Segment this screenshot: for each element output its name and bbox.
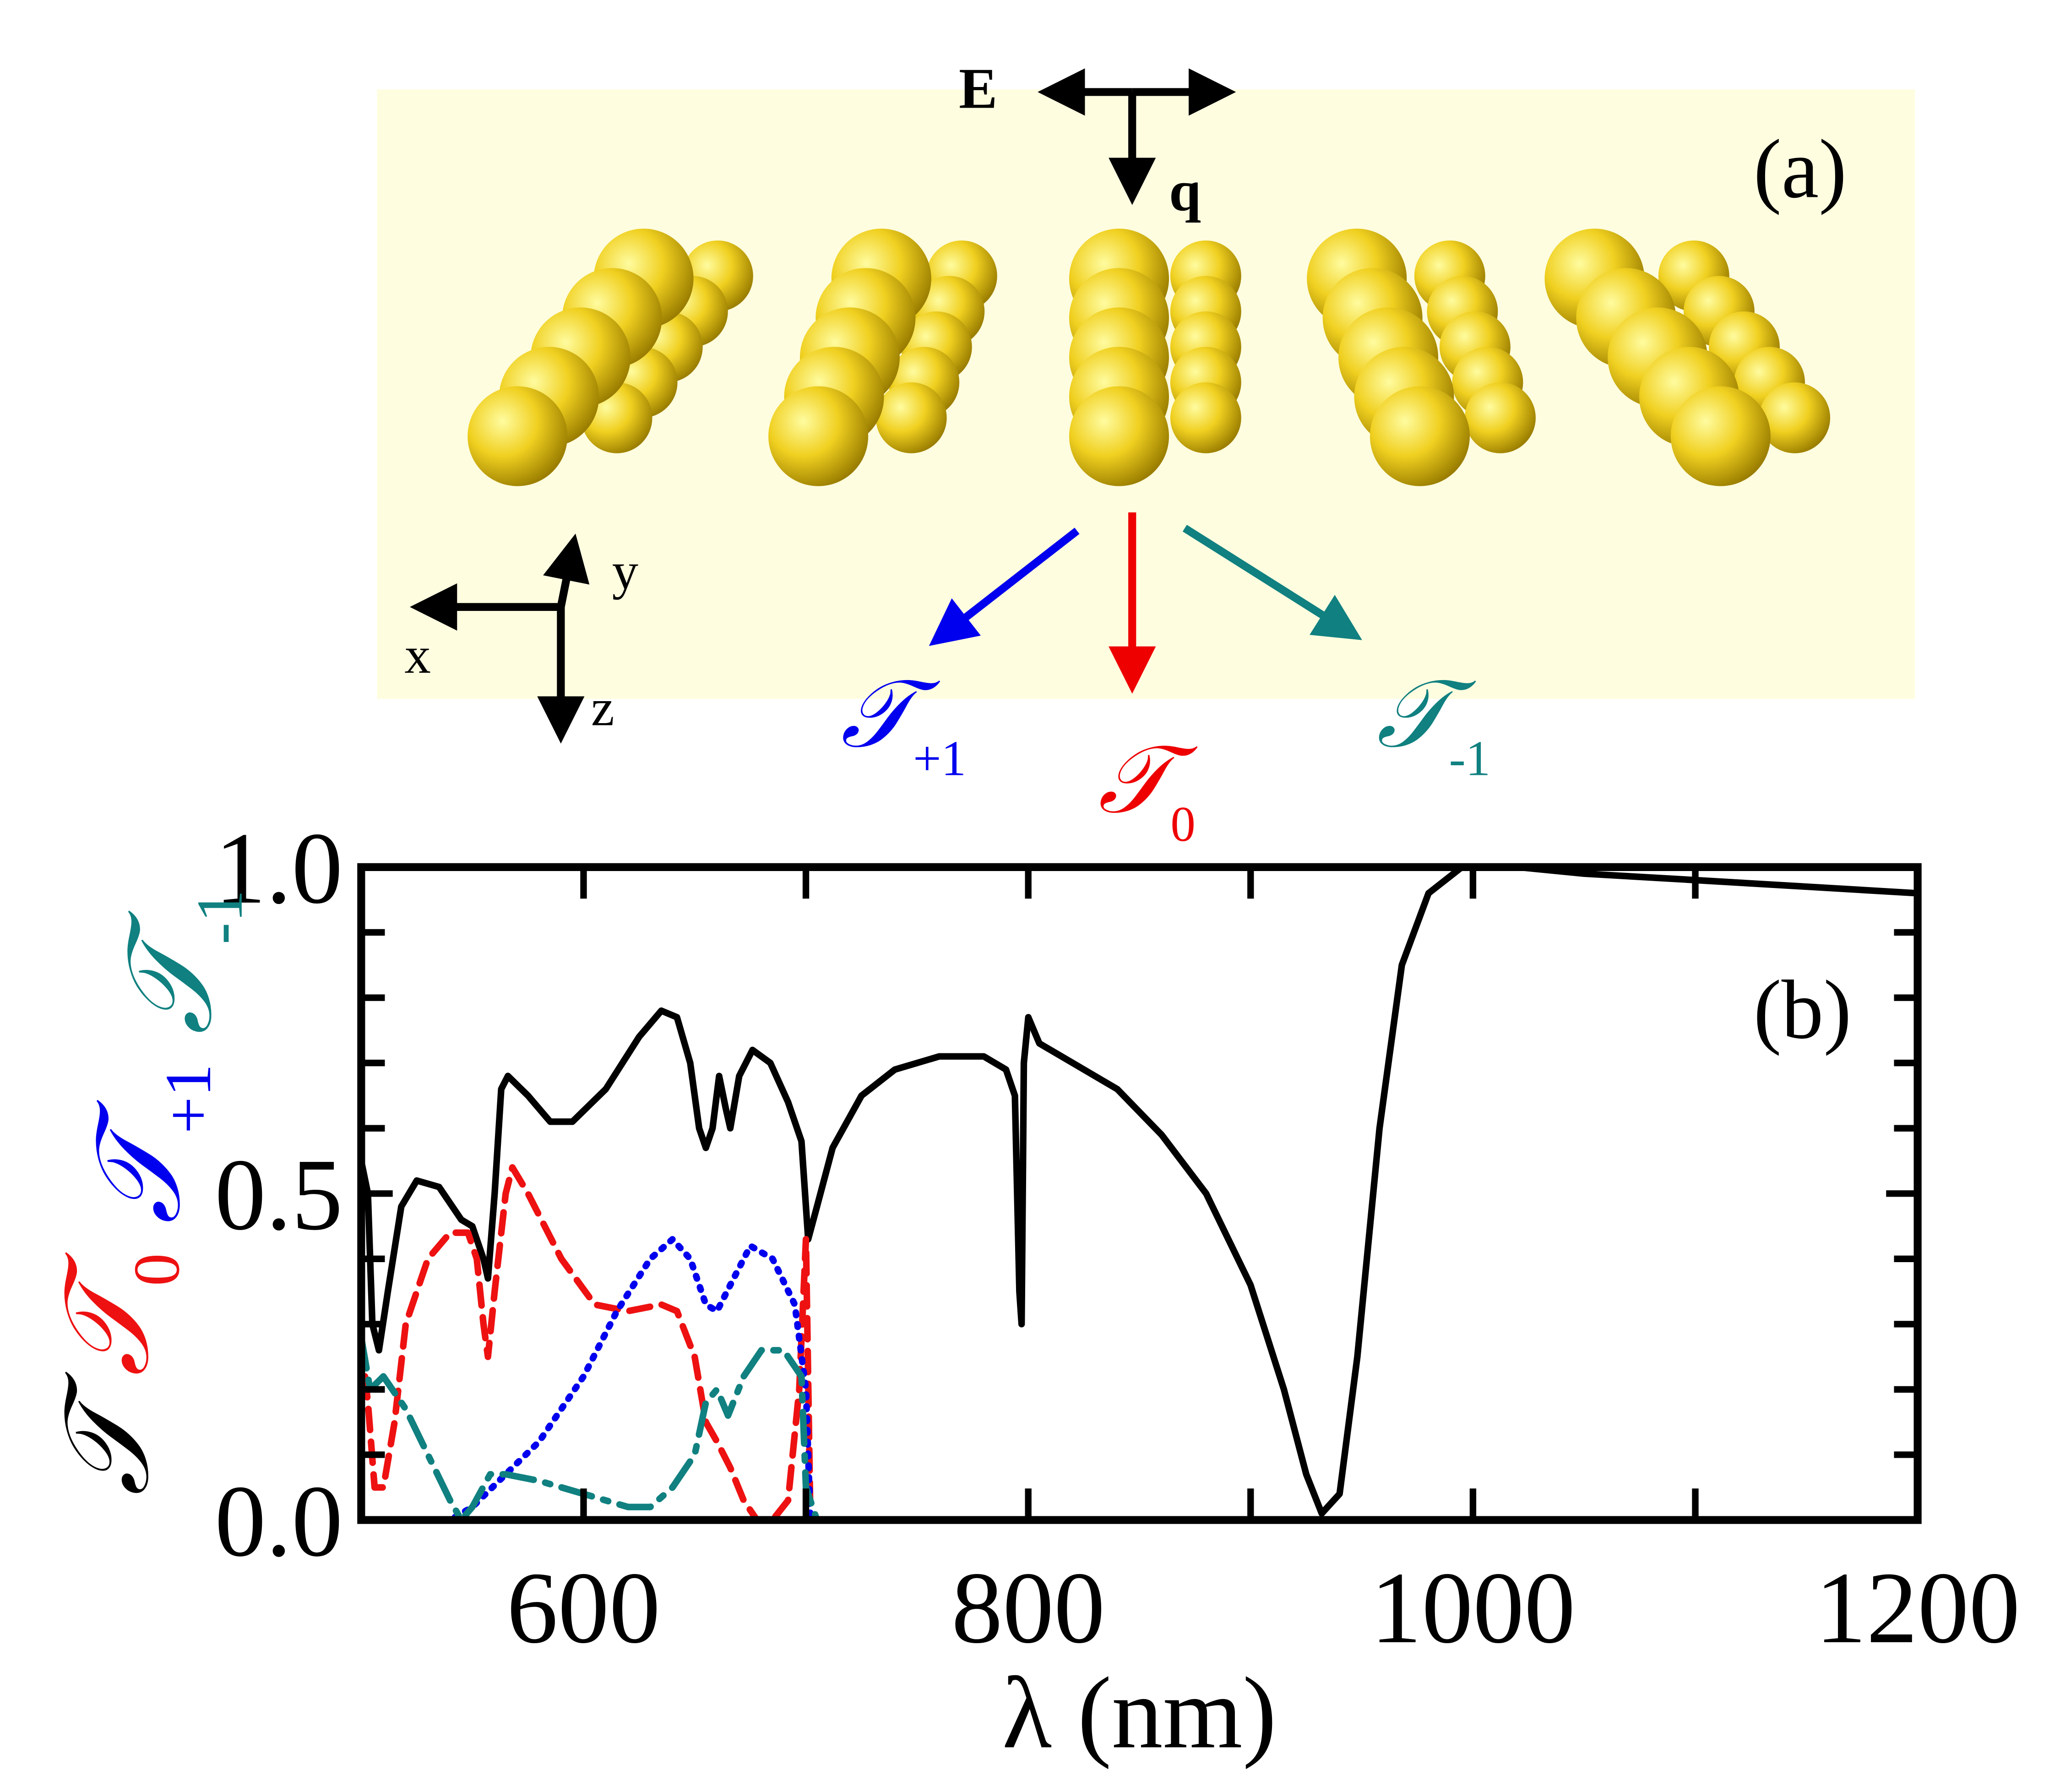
series-line [358,864,1921,1517]
order-subscript: 0 [1170,796,1196,852]
x-tick-label: 800 [951,1552,1105,1665]
y-tick-label: 0.5 [215,1138,343,1252]
axis-label: y [612,542,638,600]
panel-label: (b) [1754,963,1852,1056]
sphere [1370,386,1470,486]
sphere [1759,382,1831,453]
series-line [358,1164,1921,1524]
order-label: 𝒯0 [1098,728,1198,852]
panel-label: (a) [1754,122,1847,215]
sphere [875,382,947,453]
sphere [1170,382,1241,453]
order-arrow [929,528,1080,646]
field-label: E [959,57,997,120]
order-subscript: -1 [1449,731,1490,786]
series-line [358,1236,1921,1524]
legend-subscript: +1 [152,1064,225,1134]
sphere [1670,386,1771,486]
y-tick-label: 1.0 [215,812,343,925]
order-arrow [1182,525,1362,640]
axis-arrow [543,534,590,608]
wavevector-label: q [1169,159,1201,223]
legend-subscript: -1 [184,890,256,944]
plot-frame [357,863,1922,1524]
legend-subscript: 0 [120,1253,193,1286]
legend-symbol: 𝒯 [42,1371,173,1496]
x-tick-label: 600 [507,1552,661,1665]
sphere [1069,386,1169,486]
axis-label: z [591,679,614,737]
axis-label: x [405,626,431,684]
x-axis-label: λ (nm) [1002,1656,1277,1770]
y-tick-label: 0.0 [215,1465,343,1578]
x-tick-label: 1000 [1370,1552,1575,1665]
series-line [358,1334,1921,1524]
sphere [1465,382,1536,453]
sphere [467,386,568,486]
sphere [768,386,869,486]
x-tick-label: 1200 [1815,1552,2020,1665]
order-subscript: +1 [913,731,966,786]
nanorod-array [467,229,1831,486]
